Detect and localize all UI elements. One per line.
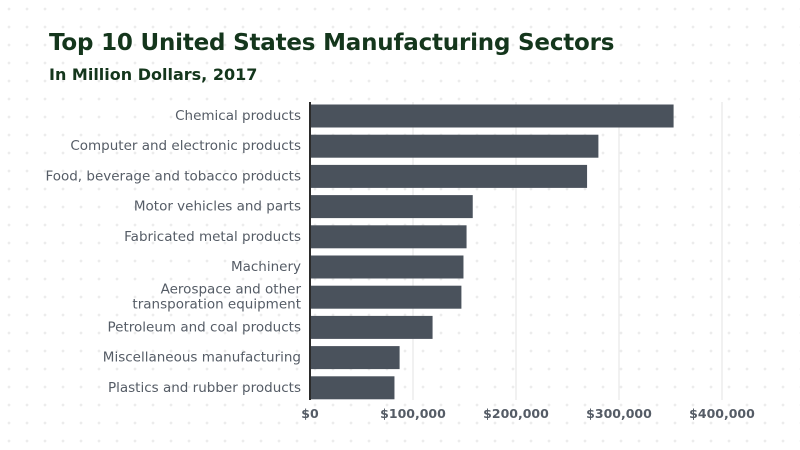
bar bbox=[310, 104, 674, 128]
bar bbox=[310, 195, 473, 219]
category-label: Motor vehicles and parts bbox=[134, 199, 301, 215]
x-tick-label: $300,000 bbox=[586, 406, 652, 421]
category-label: Miscellaneous manufacturing bbox=[103, 350, 301, 366]
bar bbox=[310, 255, 464, 279]
bar bbox=[310, 376, 395, 400]
x-tick-label: $0 bbox=[301, 406, 319, 421]
category-label: Fabricated metal products bbox=[124, 229, 301, 245]
bar bbox=[310, 315, 433, 339]
x-tick-label: $400,000 bbox=[689, 406, 755, 421]
category-label: Aerospace and other transporation equipme… bbox=[132, 282, 301, 313]
category-label: Machinery bbox=[231, 259, 301, 275]
chart-subtitle: In Million Dollars, 2017 bbox=[49, 65, 258, 84]
bar bbox=[310, 225, 467, 249]
chart-title: Top 10 United States Manufacturing Secto… bbox=[49, 30, 615, 56]
bar bbox=[310, 134, 599, 158]
category-label: Plastics and rubber products bbox=[108, 380, 301, 396]
bar bbox=[310, 285, 462, 309]
bars bbox=[310, 104, 674, 400]
bar bbox=[310, 164, 588, 188]
bar bbox=[310, 346, 400, 370]
category-label: Food, beverage and tobacco products bbox=[45, 168, 301, 184]
x-tick-label: $100,000 bbox=[380, 406, 446, 421]
category-label: Petroleum and coal products bbox=[108, 319, 301, 335]
category-label: Chemical products bbox=[175, 108, 301, 124]
x-tick-labels: $0 $100,000 $200,000 $300,000 $400,000 bbox=[301, 406, 755, 421]
category-label: Computer and electronic products bbox=[70, 138, 301, 154]
category-labels: Chemical products Computer and electronic… bbox=[45, 108, 301, 396]
x-tick-label: $200,000 bbox=[483, 406, 549, 421]
